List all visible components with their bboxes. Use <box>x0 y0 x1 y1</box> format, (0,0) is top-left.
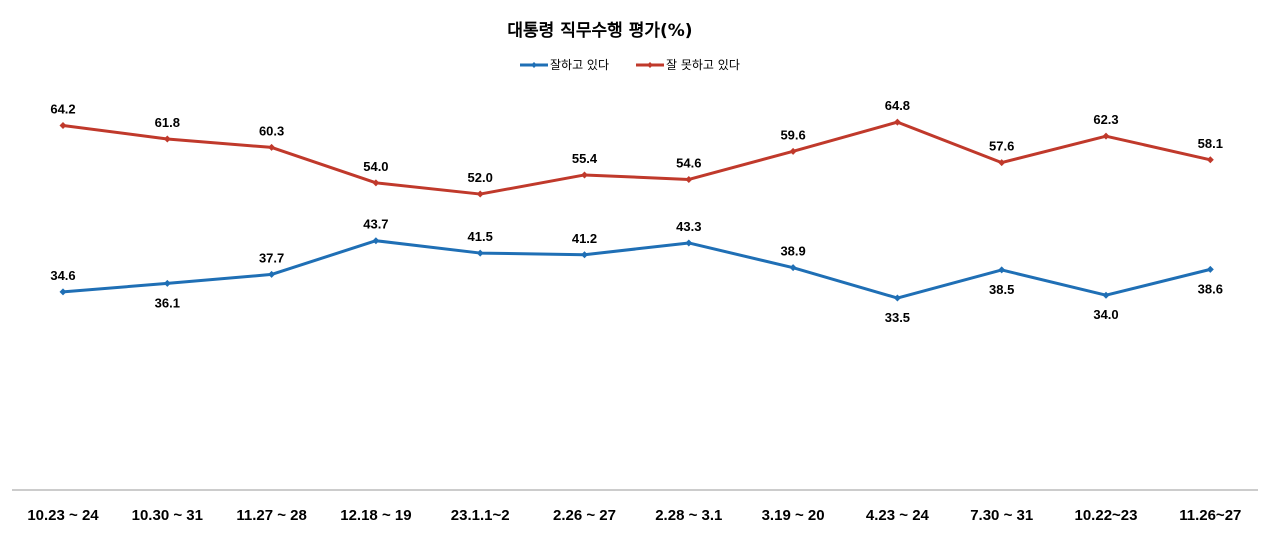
data-point <box>685 175 693 183</box>
data-label: 57.6 <box>989 139 1014 154</box>
data-label: 43.3 <box>676 219 701 234</box>
data-point <box>1206 265 1214 273</box>
series-line-1 <box>62 120 1211 196</box>
data-point <box>59 121 67 129</box>
data-label: 54.0 <box>363 159 388 174</box>
data-point <box>163 279 171 287</box>
x-tick-label: 4.23 ~ 24 <box>866 507 930 524</box>
data-label: 41.5 <box>468 229 493 244</box>
x-tick-label: 2.28 ~ 3.1 <box>655 507 722 524</box>
x-tick-label: 7.30 ~ 31 <box>970 507 1033 524</box>
x-tick-label: 12.18 ~ 19 <box>340 507 411 524</box>
data-point <box>59 288 67 296</box>
data-point <box>372 179 380 187</box>
data-point <box>476 249 484 257</box>
data-label: 37.7 <box>259 250 284 265</box>
data-label: 34.0 <box>1093 307 1118 322</box>
x-tick-label: 10.30 ~ 31 <box>132 507 203 524</box>
data-point <box>581 171 588 179</box>
legend: 잘하고 있다 잘 못하고 있다 <box>520 58 740 72</box>
data-label: 34.6 <box>50 268 75 283</box>
data-point <box>268 143 276 151</box>
data-point <box>685 239 693 247</box>
data-label: 38.5 <box>989 282 1014 297</box>
data-label: 59.6 <box>780 127 805 142</box>
x-axis-ticks: 10.23 ~ 24 10.30 ~ 31 11.27 ~ 28 12.18 ~ 19… <box>27 507 1241 524</box>
x-tick-label: 2.26 ~ 27 <box>553 507 616 524</box>
data-point <box>268 270 276 278</box>
x-tick-label: 10.22~23 <box>1075 507 1138 524</box>
data-label: 61.8 <box>155 115 180 130</box>
x-tick-label: 10.23 ~ 24 <box>27 507 99 524</box>
x-tick-label: 11.27 ~ 28 <box>236 507 307 524</box>
data-point <box>789 264 797 272</box>
data-label: 33.5 <box>885 310 910 325</box>
data-label: 41.2 <box>572 231 597 246</box>
series-line-0 <box>62 239 1211 300</box>
data-point <box>1206 156 1214 164</box>
data-label: 38.6 <box>1198 281 1223 296</box>
x-tick-label: 23.1.1~2 <box>451 507 510 524</box>
data-point <box>893 118 901 126</box>
x-tick-label: 11.26~27 <box>1179 507 1241 524</box>
data-label: 64.8 <box>885 98 910 113</box>
series-layer: 34.6 36.1 37.7 43.7 41.5 41.2 43.3 38.9 33.5 38.5… <box>50 98 1223 325</box>
data-label: 58.1 <box>1198 136 1223 151</box>
legend-label-1: 잘 못하고 있다 <box>666 58 740 72</box>
data-label: 62.3 <box>1093 112 1118 127</box>
data-label: 43.7 <box>363 217 388 232</box>
data-label: 38.9 <box>780 244 805 259</box>
data-point <box>893 294 901 302</box>
legend-label-0: 잘하고 있다 <box>550 58 609 72</box>
data-label: 55.4 <box>572 151 598 166</box>
data-label: 60.3 <box>259 123 284 138</box>
data-point <box>372 237 380 245</box>
data-point <box>789 147 797 155</box>
data-label: 52.0 <box>468 170 493 185</box>
legend-marker-0 <box>531 62 537 68</box>
chart-title: 대통령 직무수행 평가(%) <box>507 20 692 41</box>
series-1: 64.2 61.8 60.3 54.0 52.0 55.4 54.6 59.6 64.8 57.6… <box>50 98 1223 198</box>
series-0: 34.6 36.1 37.7 43.7 41.5 41.2 43.3 38.9 33.5 38.5… <box>50 217 1223 325</box>
data-label: 64.2 <box>50 101 75 116</box>
legend-marker-1 <box>647 62 653 68</box>
data-point <box>581 251 588 259</box>
data-label: 54.6 <box>676 155 701 170</box>
data-point <box>1102 132 1110 140</box>
data-point <box>998 159 1006 167</box>
data-point <box>1102 291 1110 299</box>
x-tick-label: 3.19 ~ 20 <box>762 507 825 524</box>
data-point <box>998 266 1006 274</box>
data-point <box>476 190 484 198</box>
data-label: 36.1 <box>155 295 180 310</box>
data-point <box>163 135 171 143</box>
